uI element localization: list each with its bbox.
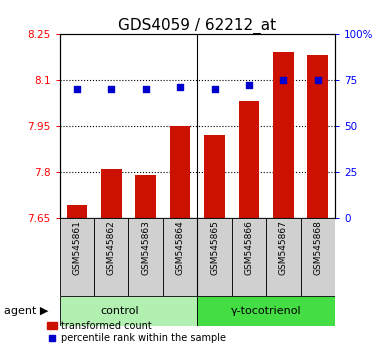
Bar (273, 52, 294, 218)
Text: control: control (100, 306, 139, 316)
Bar (232, 218, 266, 296)
Bar (301, 218, 335, 296)
Text: GSM545866: GSM545866 (244, 220, 253, 275)
Bar (197, 296, 335, 326)
Point (142, 86, 149, 92)
Bar (239, 101, 259, 218)
Text: GSM545868: GSM545868 (313, 220, 322, 275)
Point (211, 86, 218, 92)
Text: GSM545863: GSM545863 (141, 220, 150, 275)
Text: GSM545862: GSM545862 (107, 220, 116, 275)
Text: GSM545864: GSM545864 (176, 220, 185, 275)
Text: GSM545867: GSM545867 (279, 220, 288, 275)
Bar (197, 218, 232, 296)
Point (315, 77, 321, 82)
Bar (60, 296, 197, 326)
Bar (204, 135, 225, 218)
Point (108, 86, 114, 92)
Title: GDS4059 / 62212_at: GDS4059 / 62212_at (118, 17, 276, 34)
Point (280, 77, 286, 82)
Text: GSM545861: GSM545861 (72, 220, 81, 275)
Bar (170, 126, 191, 218)
Bar (60, 218, 94, 296)
Point (246, 82, 252, 88)
Bar (67, 205, 87, 218)
Bar (163, 218, 197, 296)
Text: agent ▶: agent ▶ (4, 306, 48, 316)
Text: γ-tocotrienol: γ-tocotrienol (231, 306, 301, 316)
Point (74, 86, 80, 92)
Bar (307, 55, 328, 218)
Point (177, 84, 183, 90)
Bar (129, 218, 163, 296)
Legend: transformed count, percentile rank within the sample: transformed count, percentile rank withi… (44, 317, 230, 347)
Bar (136, 175, 156, 218)
Text: GSM545865: GSM545865 (210, 220, 219, 275)
Bar (94, 218, 129, 296)
Bar (101, 169, 122, 218)
Bar (266, 218, 301, 296)
